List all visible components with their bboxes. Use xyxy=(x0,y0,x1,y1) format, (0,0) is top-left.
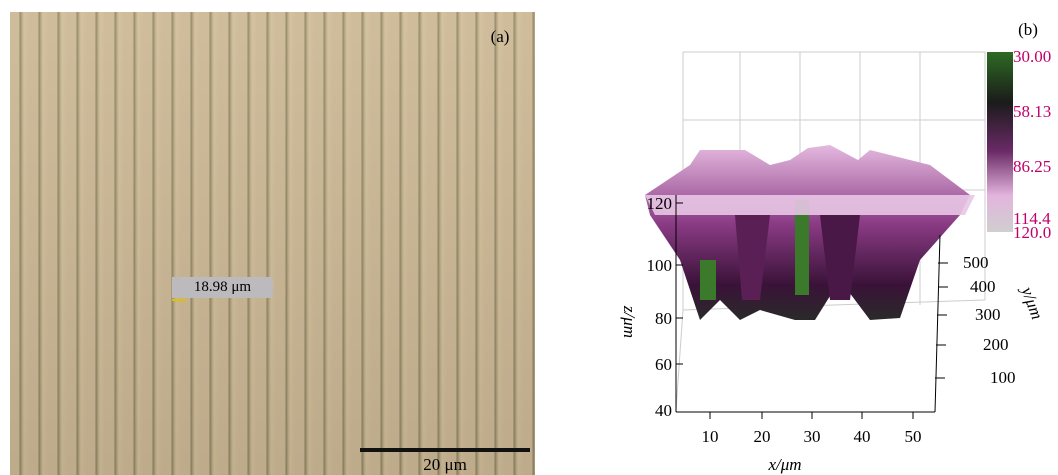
panel-label: (b) xyxy=(1018,20,1038,39)
y-tick-label: 500 xyxy=(963,253,989,272)
z-axis-label: z/μm xyxy=(620,305,639,338)
z-tick-label: 100 xyxy=(647,256,673,275)
surface xyxy=(645,145,975,320)
overlay: 20 μm (a) xyxy=(0,0,1058,475)
y-axis-label: y/μm xyxy=(1017,282,1047,321)
x-tick-label: 50 xyxy=(905,427,922,446)
y-tick-label: 400 xyxy=(970,277,996,296)
y-tick-label: 300 xyxy=(975,305,1001,324)
z-tick-label: 120 xyxy=(647,194,673,213)
colorbar-label: 120.0 xyxy=(1013,223,1051,242)
colorbar-label: 58.13 xyxy=(1013,102,1051,121)
z-tick-label: 80 xyxy=(655,309,672,328)
z-tick-label: 40 xyxy=(655,401,672,420)
x-axis-label: x/μm xyxy=(767,455,801,474)
colorbar-label: 30.00 xyxy=(1013,47,1051,66)
x-tick-label: 40 xyxy=(854,427,871,446)
y-ticks: 500 400 300 200 100 xyxy=(963,253,1016,387)
x-tick-label: 30 xyxy=(804,427,821,446)
colorbar xyxy=(987,52,1013,232)
colorbar-labels: 30.00 58.13 86.25 114.4 120.0 xyxy=(1013,47,1051,242)
y-tick-label: 100 xyxy=(990,368,1016,387)
figure: 18.98 μm 20 μm (a) xyxy=(0,0,1058,475)
x-ticks: 10 20 30 40 50 xyxy=(702,427,922,446)
scale-bar-label: 20 μm xyxy=(423,455,467,474)
z-tick-label: 60 xyxy=(655,355,672,374)
y-tick-label: 200 xyxy=(983,335,1009,354)
colorbar-label: 86.25 xyxy=(1013,157,1051,176)
panel-label: (a) xyxy=(491,27,510,46)
x-tick-label: 20 xyxy=(754,427,771,446)
scale-bar xyxy=(360,448,530,452)
x-tick-label: 10 xyxy=(702,427,719,446)
